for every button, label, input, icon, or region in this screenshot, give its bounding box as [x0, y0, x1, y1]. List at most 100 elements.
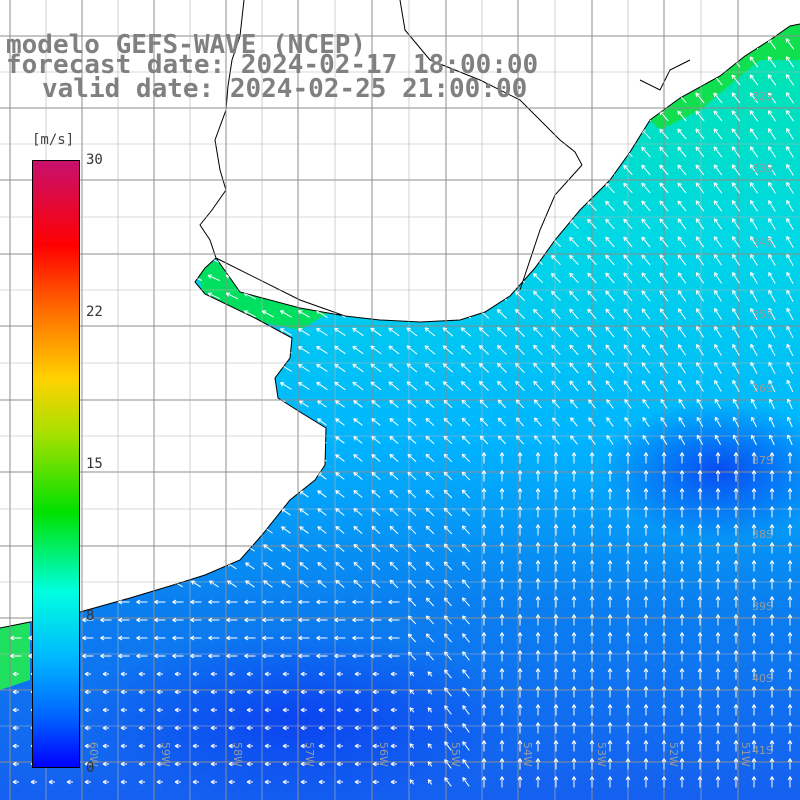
wind-arrow — [496, 327, 508, 337]
wind-arrow — [120, 689, 127, 695]
wind-arrow — [605, 380, 615, 392]
wind-arrow — [553, 452, 559, 464]
wind-arrow — [733, 722, 739, 734]
wind-arrow — [226, 490, 237, 498]
wind-arrow — [732, 343, 740, 356]
wind-arrow — [768, 182, 776, 194]
wind-arrow — [462, 633, 470, 643]
wind-arrow — [625, 704, 631, 716]
wind-arrow — [351, 166, 364, 174]
wind-arrow — [496, 219, 508, 229]
wind-arrow — [9, 275, 23, 280]
wind-arrow — [102, 689, 109, 695]
wind-arrow — [336, 689, 343, 695]
wind-arrow — [261, 364, 274, 372]
wind-arrow — [407, 489, 417, 499]
wind-arrow — [661, 632, 667, 644]
wind-arrow — [315, 256, 328, 264]
wind-arrow — [225, 238, 239, 246]
wind-arrow — [370, 381, 382, 391]
wind-arrow — [479, 399, 489, 409]
wind-arrow — [786, 307, 794, 321]
lat-label: 41S — [752, 744, 773, 757]
wind-arrow — [407, 507, 417, 517]
wind-arrow — [282, 761, 289, 767]
wind-arrow — [571, 722, 577, 734]
wind-arrow — [190, 580, 201, 588]
wind-arrow — [517, 740, 523, 752]
wind-arrow — [135, 364, 149, 371]
wind-arrow — [300, 779, 307, 785]
wind-arrow — [243, 166, 257, 174]
wind-arrow — [499, 560, 505, 572]
wind-arrow — [786, 289, 794, 302]
wind-arrow — [388, 273, 400, 283]
wind-arrow — [172, 436, 184, 443]
wind-arrow — [27, 95, 41, 100]
wind-arrow — [189, 166, 203, 173]
lon-label: 52W — [667, 742, 680, 767]
wind-arrow — [297, 130, 311, 138]
wind-arrow — [460, 201, 472, 211]
wind-arrow — [154, 526, 166, 534]
wind-arrow — [192, 725, 199, 731]
wind-arrow — [713, 146, 723, 158]
wind-arrow — [100, 437, 112, 443]
wind-arrow — [550, 183, 562, 193]
wind-arrow — [551, 254, 561, 265]
wind-arrow — [589, 560, 595, 572]
wind-arrow — [9, 167, 23, 172]
wind-arrow — [316, 363, 328, 373]
wind-arrow — [679, 596, 685, 608]
wind-arrow — [318, 671, 325, 677]
wind-arrow — [282, 743, 289, 749]
wind-arrow — [461, 525, 471, 535]
wind-arrow — [371, 579, 381, 589]
wind-arrow — [661, 506, 667, 518]
lat-label: 40S — [752, 672, 773, 685]
wind-arrow — [460, 327, 472, 337]
wind-arrow — [298, 400, 309, 408]
wind-arrow — [225, 112, 239, 119]
wind-arrow — [444, 741, 452, 751]
wind-arrow — [695, 74, 705, 86]
wind-arrow — [478, 291, 490, 301]
wind-arrow — [351, 148, 364, 156]
wind-arrow — [207, 382, 221, 390]
wind-arrow — [444, 759, 452, 769]
wind-arrow — [407, 561, 417, 571]
wind-arrow — [625, 560, 631, 572]
wind-arrow — [388, 309, 400, 319]
wind-arrow — [174, 671, 181, 677]
wind-arrow — [661, 524, 667, 536]
wind-arrow — [424, 273, 436, 283]
wind-arrow — [171, 328, 185, 336]
wind-arrow — [10, 617, 22, 623]
wind-arrow — [641, 182, 651, 194]
wind-arrow — [568, 111, 580, 121]
wind-arrow — [99, 346, 113, 353]
wind-arrow — [625, 632, 631, 644]
wind-arrow — [425, 579, 435, 589]
wind-arrow — [9, 149, 23, 154]
wind-arrow — [514, 39, 526, 49]
wind-arrow — [569, 362, 579, 374]
lat-label: 37S — [752, 454, 773, 467]
wind-arrow — [406, 130, 418, 138]
wind-arrow — [154, 490, 166, 497]
wind-arrow — [334, 256, 346, 264]
wind-arrow — [461, 453, 471, 463]
wind-arrow — [677, 308, 687, 320]
wind-arrow — [715, 578, 721, 590]
wind-arrow — [102, 743, 109, 749]
wind-arrow — [551, 290, 561, 302]
wind-arrow — [677, 290, 687, 302]
wind-arrow — [387, 112, 400, 120]
wind-arrow — [443, 579, 453, 589]
wind-arrow — [317, 400, 327, 408]
wind-arrow — [208, 562, 219, 570]
wind-arrow — [462, 615, 470, 625]
wind-arrow — [172, 599, 184, 605]
strong-wind-band — [195, 262, 330, 330]
wind-arrow — [334, 635, 346, 641]
